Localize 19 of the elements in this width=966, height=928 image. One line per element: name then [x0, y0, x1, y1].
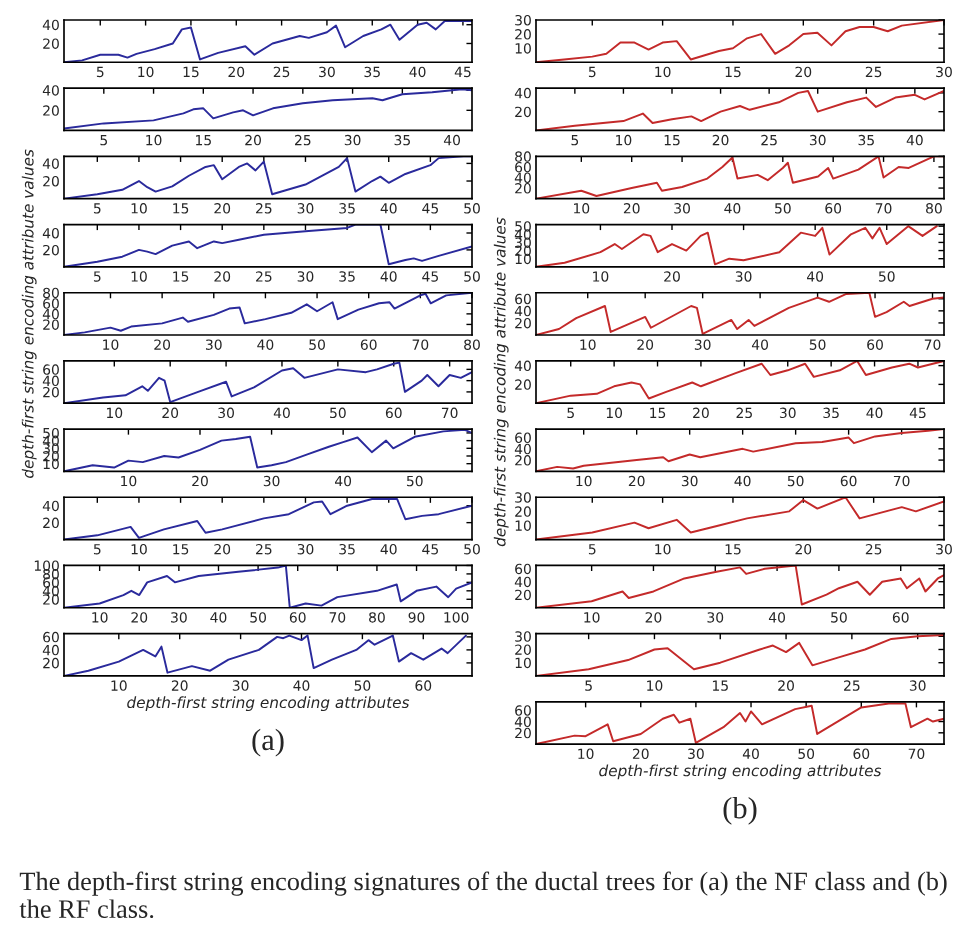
- line-series: [64, 224, 472, 267]
- line-series: [536, 429, 944, 472]
- line-series: [536, 90, 944, 131]
- line-series: [64, 634, 467, 676]
- line-series: [64, 361, 472, 404]
- text: (b): [723, 796, 757, 825]
- line-series: [64, 497, 472, 540]
- line-series: [536, 565, 944, 608]
- line-series: [536, 360, 944, 404]
- line-series: [536, 292, 944, 335]
- line-series: [536, 633, 944, 676]
- line-series: [64, 565, 472, 608]
- text: (a): [252, 728, 284, 757]
- line-series: [64, 429, 472, 472]
- line-series: [536, 225, 938, 267]
- text: The depth-first string encoding signatures of the ductal trees for (a) the NF class and (b) the RF class.: [19, 871, 947, 919]
- line-series: [536, 702, 944, 745]
- line-series: [536, 497, 944, 540]
- line-series: [64, 88, 472, 130]
